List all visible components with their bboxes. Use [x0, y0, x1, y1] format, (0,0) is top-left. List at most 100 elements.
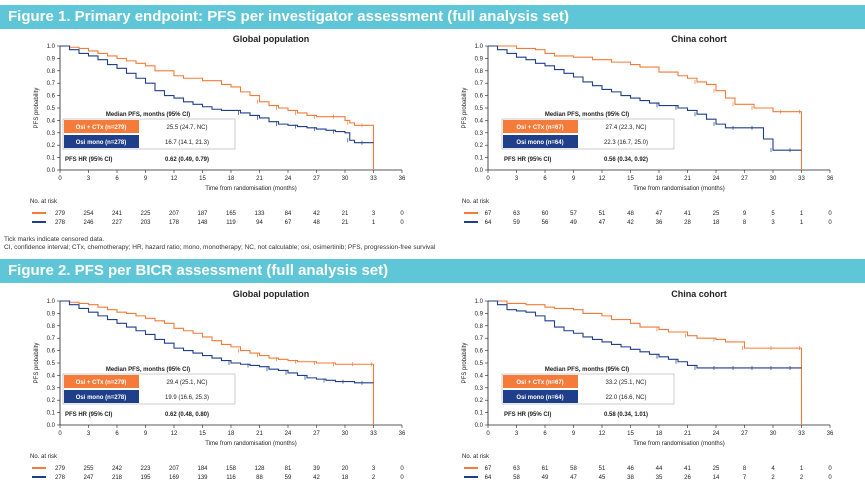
x-tick-label: 18 [656, 431, 663, 437]
x-tick-label: 15 [627, 431, 634, 437]
legend-swatch-osi-ctx [503, 375, 578, 388]
at-risk-count: 67 [285, 220, 292, 226]
legend-header: Median PFS, months (95% CI) [106, 367, 190, 373]
x-tick-label: 36 [399, 176, 406, 182]
at-risk-count: 241 [112, 211, 123, 217]
x-tick-label: 6 [115, 176, 119, 182]
y-tick-label: 0.5 [47, 106, 56, 112]
x-tick-label: 0 [486, 431, 490, 437]
x-tick-label: 27 [741, 431, 748, 437]
km-curve-osi-mono [488, 300, 802, 369]
at-risk-count: 0 [828, 220, 832, 226]
at-risk-count: 47 [656, 211, 663, 217]
at-risk-count: 184 [197, 466, 208, 472]
x-tick-label: 30 [770, 431, 777, 437]
x-tick-label: 3 [87, 176, 91, 182]
y-tick-label: 0.9 [47, 56, 56, 62]
at-risk-count: 67 [485, 466, 492, 472]
at-risk-count: 148 [197, 220, 208, 226]
at-risk-count: 25 [713, 466, 720, 472]
at-risk-count: 88 [256, 475, 263, 481]
at-risk-count: 44 [656, 466, 663, 472]
at-risk-count: 242 [112, 466, 123, 472]
at-risk-count: 56 [542, 220, 549, 226]
at-risk-count: 0 [400, 466, 404, 472]
at-risk-count: 0 [400, 211, 404, 217]
y-tick-label: 0.2 [475, 143, 484, 149]
y-tick-label: 0.1 [475, 156, 484, 162]
legend-swatch-osi-mono [503, 135, 578, 148]
at-risk-count: 278 [55, 475, 66, 481]
at-risk-count: 49 [570, 220, 577, 226]
at-risk-count: 1 [372, 220, 376, 226]
at-risk-count: 1 [800, 211, 804, 217]
x-tick-label: 18 [228, 176, 235, 182]
legend-median: 27.4 (22.3, NC) [605, 125, 646, 131]
at-risk-count: 3 [372, 211, 376, 217]
at-risk-label: No. at risk [30, 454, 58, 460]
y-tick-label: 0.3 [47, 131, 56, 137]
at-risk-count: 46 [627, 466, 634, 472]
y-tick-label: 0.9 [475, 56, 484, 62]
y-tick-label: 0.0 [47, 423, 56, 429]
at-risk-count: 8 [743, 220, 747, 226]
legend-hr-value: 0.62 (0.49, 0.79) [165, 157, 209, 163]
at-risk-count: 207 [169, 211, 180, 217]
chart-china-bicr: China cohort 0.0 0.1 0.2 0.3 0.4 0.5 0.6 0.7 0.8 0… [462, 289, 834, 481]
x-tick-label: 30 [342, 176, 349, 182]
x-tick-label: 33 [370, 431, 377, 437]
y-tick-label: 0.9 [475, 311, 484, 317]
at-risk-count: 84 [285, 211, 292, 217]
y-tick-label: 0.2 [475, 398, 484, 404]
y-axis-label: PFS probability [462, 88, 468, 129]
legend-swatch-osi-ctx [64, 120, 139, 133]
km-curve-osi-mono [60, 300, 374, 384]
legend-header: Median PFS, months (95% CI) [106, 112, 190, 118]
x-tick-label: 24 [713, 176, 720, 182]
at-risk-count: 1 [800, 220, 804, 226]
x-tick-label: 33 [798, 176, 805, 182]
x-tick-label: 0 [486, 176, 490, 182]
at-risk-count: 0 [828, 475, 832, 481]
at-risk-count: 178 [169, 220, 180, 226]
at-risk-count: 254 [83, 211, 94, 217]
y-tick-label: 0.4 [475, 373, 484, 379]
at-risk-count: 61 [542, 466, 549, 472]
y-tick-label: 1.0 [475, 299, 484, 305]
x-tick-label: 6 [543, 176, 547, 182]
at-risk-count: 58 [513, 475, 520, 481]
chart-global-investigator: Global population 0.0 0.1 0.2 0.3 0.4 0.5 0.6 0.… [30, 34, 406, 226]
x-tick-label: 21 [256, 431, 263, 437]
at-risk-count: 41 [684, 211, 691, 217]
x-tick-label: 12 [171, 431, 178, 437]
at-risk-count: 51 [599, 211, 606, 217]
x-tick-label: 27 [313, 176, 320, 182]
at-risk-count: 47 [599, 220, 606, 226]
legend-median: 16.7 (14.1, 21.3) [165, 140, 209, 146]
at-risk-count: 14 [713, 475, 720, 481]
x-tick-label: 6 [115, 431, 119, 437]
at-risk-count: 81 [285, 466, 292, 472]
legend-median: 25.5 (24.7, NC) [166, 125, 207, 131]
x-tick-label: 12 [599, 176, 606, 182]
at-risk-count: 1 [800, 466, 804, 472]
y-axis-label: PFS probability [462, 343, 468, 384]
at-risk-count: 67 [485, 211, 492, 217]
x-tick-label: 9 [572, 431, 576, 437]
legend-median: 29.4 (25.1, NC) [166, 380, 207, 386]
x-axis-label: Time from randomisation (months) [205, 441, 296, 447]
x-tick-label: 30 [770, 176, 777, 182]
km-curve-osi-ctx [488, 45, 803, 170]
at-risk-count: 41 [684, 466, 691, 472]
x-axis-label: Time from randomisation (months) [205, 186, 296, 192]
x-tick-label: 3 [515, 431, 519, 437]
at-risk-count: 60 [542, 211, 549, 217]
y-tick-label: 0.3 [47, 386, 56, 392]
y-tick-label: 0.1 [47, 156, 56, 162]
x-tick-label: 15 [627, 176, 634, 182]
at-risk-count: 223 [140, 466, 151, 472]
x-tick-label: 9 [144, 176, 148, 182]
at-risk-count: 203 [140, 220, 151, 226]
at-risk-count: 63 [513, 466, 520, 472]
y-tick-label: 0.5 [47, 361, 56, 367]
